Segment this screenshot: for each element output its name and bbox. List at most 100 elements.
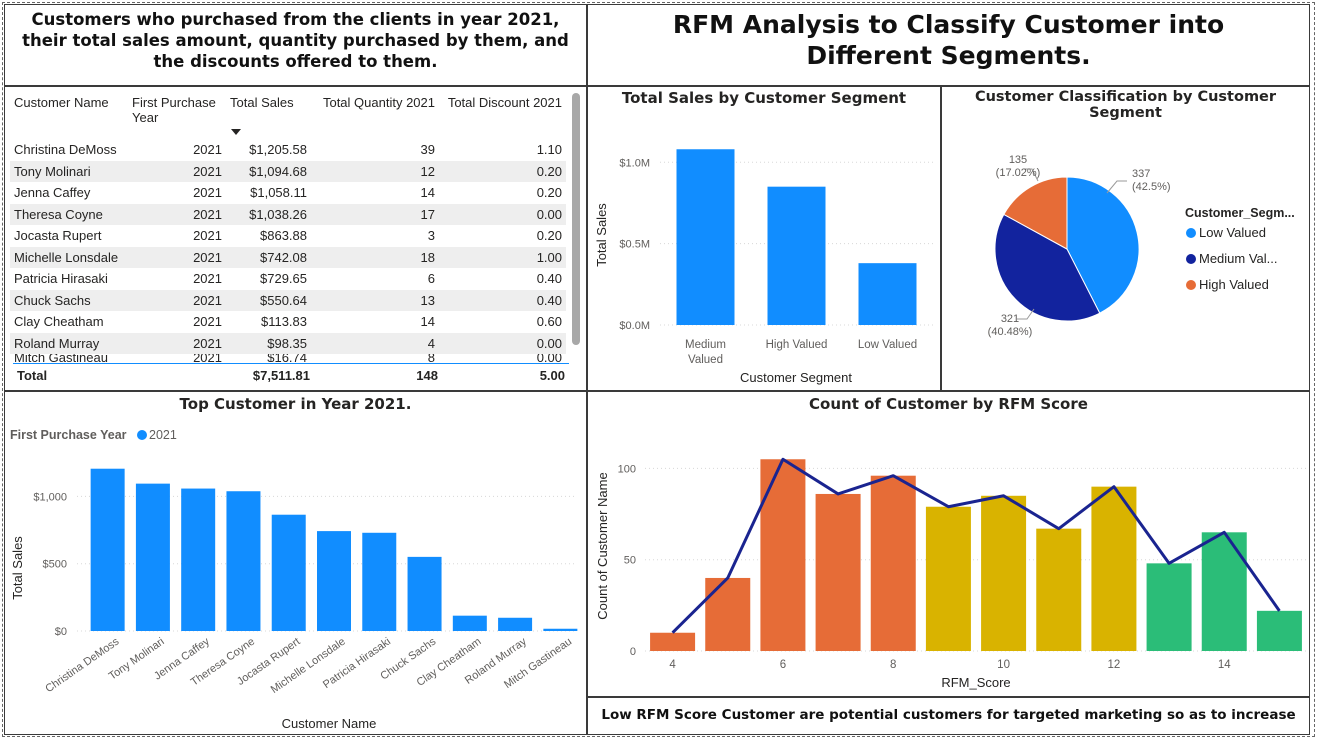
- bar-rfm-score-14[interactable]: [1201, 532, 1247, 651]
- table-row[interactable]: Christina DeMoss 2021 $1,205.58 39 1.10: [10, 139, 566, 161]
- column-header-first-purchase-year[interactable]: First Purchase Year: [132, 95, 216, 125]
- legend-marker[interactable]: [1186, 228, 1196, 238]
- column-header-total-discount[interactable]: Total Discount 2021: [447, 95, 562, 110]
- cell-total-quantity: 4: [311, 332, 439, 354]
- x-axis-title: Customer Name: [282, 716, 377, 731]
- legend-label[interactable]: Low Valued: [1199, 225, 1266, 240]
- cell-customer-name: Patricia Hirasaki: [14, 271, 108, 287]
- pie-leader-line: [1106, 180, 1127, 194]
- legend-marker[interactable]: [137, 430, 147, 440]
- table-row[interactable]: Michelle Lonsdale 2021 $742.08 18 1.00: [10, 246, 566, 268]
- page-title: RFM Analysis to Classify Customer into D…: [672, 10, 1225, 70]
- legend-label[interactable]: 2021: [149, 428, 177, 442]
- segment-pie-panel: Customer Classification by Customer Segm…: [941, 86, 1310, 391]
- cell-first-purchase-year: 2021: [193, 314, 222, 330]
- bar-rfm-score-11[interactable]: [1036, 528, 1082, 651]
- rfm-count-line[interactable]: [671, 457, 1281, 634]
- bar-customer[interactable]: [271, 514, 306, 631]
- cell-total-discount: 0.40: [536, 271, 562, 287]
- x-tick-label: High Valued: [766, 339, 828, 351]
- cell-first-purchase-year: 2021: [128, 246, 226, 268]
- bar-rfm-score-9[interactable]: [925, 506, 971, 651]
- legend-marker[interactable]: [1186, 280, 1196, 290]
- table-row[interactable]: Roland Murray 2021 $98.35 4 0.00: [10, 332, 566, 354]
- bar-customer[interactable]: [452, 615, 487, 631]
- bar-customer[interactable]: [362, 532, 397, 631]
- pie-data-percent: (40.48%): [988, 326, 1033, 338]
- table-row[interactable]: Chuck Sachs 2021 $550.64 13 0.40: [10, 289, 566, 311]
- bar-rfm-score-15[interactable]: [1256, 610, 1302, 651]
- bar-customer[interactable]: [135, 483, 170, 631]
- bar-low-valued[interactable]: [858, 263, 917, 325]
- cell-customer-name: Mitch Gastineau: [14, 354, 108, 362]
- cell-total-sales: $742.08: [226, 246, 311, 268]
- pie-slice-high-valued[interactable]: [1003, 176, 1068, 250]
- cell-total-sales: $113.83: [260, 314, 307, 330]
- bar-rfm-score-5[interactable]: [705, 577, 751, 651]
- table-row[interactable]: Clay Cheatham 2021 $113.83 14 0.60: [10, 311, 566, 333]
- cell-first-purchase-year: 2021: [193, 185, 222, 201]
- x-tick-label: Valued: [688, 354, 723, 366]
- column-header-total-quantity[interactable]: Total Quantity 2021: [322, 95, 435, 110]
- sort-descending-icon[interactable]: [231, 129, 241, 135]
- rfm-count-title: Count of Customer by RFM Score: [809, 395, 1088, 413]
- bar-customer[interactable]: [90, 468, 125, 631]
- cell-total-discount: 0.40: [439, 289, 566, 311]
- cell-total-sales: $863.88: [260, 228, 307, 244]
- bar-customer[interactable]: [407, 556, 442, 631]
- bar-medium-valued[interactable]: [676, 149, 735, 325]
- table-scrollbar[interactable]: [572, 93, 580, 345]
- pie-slice-low-valued[interactable]: [1066, 176, 1140, 314]
- bar-high-valued[interactable]: [767, 186, 826, 325]
- legend-label[interactable]: High Valued: [1199, 277, 1269, 292]
- bar-rfm-score-6[interactable]: [760, 459, 806, 651]
- cell-first-purchase-year: 2021: [128, 289, 226, 311]
- pie-slice-medium-valued[interactable]: [994, 213, 1101, 322]
- table-row[interactable]: Mitch Gastineau 2021 $16.74 8 0.00: [10, 354, 566, 362]
- segment-sales-panel: Total Sales by Customer Segment $0.0M $0.…: [587, 86, 941, 391]
- cell-total-sales: $550.64: [226, 289, 311, 311]
- cell-customer-name: Theresa Coyne: [10, 203, 128, 225]
- cell-total-discount: 0.20: [536, 185, 562, 201]
- bar-customer[interactable]: [181, 488, 216, 631]
- cell-total-sales: $16.74: [267, 354, 307, 362]
- total-label: Total: [17, 368, 48, 383]
- y-tick-label: 0: [630, 646, 636, 658]
- y-axis-title: Total Sales: [594, 203, 609, 267]
- table-row[interactable]: Theresa Coyne 2021 $1,038.26 17 0.00: [10, 203, 566, 225]
- cell-total-discount: 0.20: [536, 228, 562, 244]
- cell-total-quantity: 17: [311, 203, 439, 225]
- table-row[interactable]: Tony Molinari 2021 $1,094.68 12 0.20: [10, 160, 566, 182]
- bar-rfm-score-7[interactable]: [815, 493, 861, 651]
- bar-rfm-score-13[interactable]: [1146, 563, 1192, 651]
- table-row[interactable]: Jocasta Rupert 2021 $863.88 3 0.20: [10, 225, 566, 247]
- bar-customer[interactable]: [498, 617, 533, 631]
- table-heading-panel: Customers who purchased from the clients…: [4, 4, 587, 86]
- pie-data-percent: (42.5%): [1132, 181, 1171, 193]
- bar-rfm-score-12[interactable]: [1091, 486, 1137, 651]
- bar-rfm-score-10[interactable]: [981, 495, 1027, 651]
- bar-rfm-score-4[interactable]: [650, 632, 696, 651]
- legend-label[interactable]: Medium Val...: [1199, 251, 1278, 266]
- bar-customer[interactable]: [226, 491, 261, 631]
- y-tick-label: $0.0M: [619, 320, 650, 332]
- table-row[interactable]: Patricia Hirasaki 2021 $729.65 6 0.40: [10, 268, 566, 290]
- bar-rfm-score-8[interactable]: [870, 475, 916, 651]
- column-header-customer-name[interactable]: Customer Name: [14, 95, 109, 110]
- main-title-panel: RFM Analysis to Classify Customer into D…: [587, 4, 1310, 86]
- total-discount: 5.00: [539, 368, 565, 383]
- legend-marker[interactable]: [1186, 254, 1196, 264]
- cell-total-quantity: 14: [420, 314, 435, 330]
- cell-first-purchase-year: 2021: [193, 271, 222, 287]
- cell-total-quantity: 13: [311, 289, 439, 311]
- total-quantity: 148: [416, 368, 438, 383]
- cell-customer-name: Chuck Sachs: [10, 289, 128, 311]
- cell-total-discount: 0.00: [439, 203, 566, 225]
- table-row[interactable]: Jenna Caffey 2021 $1,058.11 14 0.20: [10, 182, 566, 204]
- column-header-total-sales[interactable]: Total Sales: [230, 95, 294, 110]
- bar-customer[interactable]: [543, 628, 578, 631]
- x-tick-label: 10: [997, 659, 1010, 671]
- x-axis-title: RFM_Score: [941, 675, 1010, 690]
- bar-customer[interactable]: [317, 531, 351, 631]
